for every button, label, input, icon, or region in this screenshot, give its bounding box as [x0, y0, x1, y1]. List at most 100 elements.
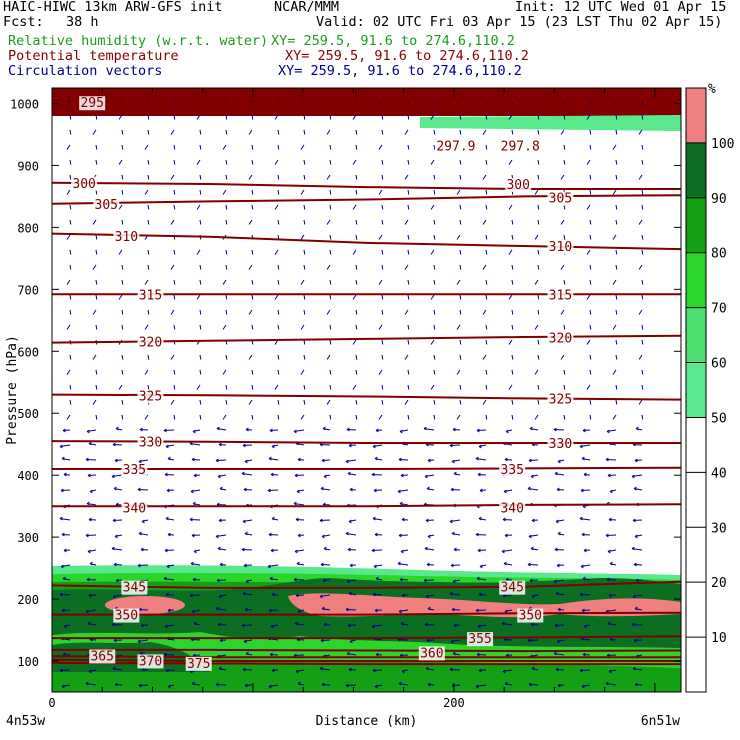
wind-vector	[589, 369, 592, 375]
wind-vector	[373, 488, 383, 493]
wind-vector	[277, 399, 280, 405]
wind-vector	[88, 593, 97, 598]
wind-vector	[173, 384, 176, 390]
wind-vector	[608, 517, 617, 522]
wind-vector	[424, 622, 435, 627]
wind-vector	[554, 471, 565, 476]
wind-vector	[477, 472, 487, 477]
wind-vector	[407, 159, 410, 165]
wind-vector	[459, 354, 462, 360]
colorbar-tick-label: 30	[711, 521, 727, 536]
wind-vector	[111, 622, 123, 627]
wind-vector	[147, 129, 150, 135]
wind-vector	[320, 638, 331, 643]
wind-vector	[144, 324, 149, 330]
wind-vector	[631, 474, 643, 479]
wind-vector	[248, 399, 253, 405]
contour-label: 300	[506, 178, 529, 193]
wind-vector	[267, 488, 279, 493]
wind-vector	[502, 517, 513, 522]
wind-vector	[173, 414, 176, 420]
contour-label: 315	[549, 288, 572, 303]
wind-vector	[560, 309, 565, 315]
theta-contour-335	[52, 466, 681, 470]
wind-vector	[173, 249, 176, 255]
colorbar-tick-label: 80	[711, 247, 727, 262]
wind-vector	[579, 444, 591, 449]
wind-vector	[477, 548, 487, 553]
wind-vector	[303, 294, 306, 300]
wind-vector	[407, 234, 410, 240]
contour-label-bg	[499, 462, 526, 477]
wind-vector	[433, 219, 436, 225]
wind-vector	[537, 249, 540, 255]
wind-vector	[430, 249, 435, 255]
wind-vector	[173, 144, 176, 150]
wind-vector	[144, 144, 149, 150]
contour-label: 370	[139, 654, 162, 669]
wind-vector	[452, 651, 461, 656]
wind-vector	[147, 204, 150, 210]
wind-vector	[277, 129, 280, 135]
wind-vector	[69, 159, 72, 165]
wind-vector	[241, 547, 253, 552]
wind-vector	[251, 324, 254, 330]
valid-time: Valid: 02 UTC Fri 03 Apr 15 (23 LST Thu …	[316, 14, 723, 30]
wind-vector	[589, 309, 592, 315]
wind-vector	[165, 444, 175, 449]
wind-vector	[303, 264, 306, 270]
wind-vector	[478, 592, 487, 597]
wind-vector	[191, 609, 201, 614]
wind-vector	[225, 129, 228, 135]
wind-vector	[215, 534, 227, 539]
wind-vector	[277, 309, 280, 315]
wind-vector	[449, 591, 461, 596]
wind-vector	[641, 339, 644, 345]
wind-vector	[475, 456, 487, 461]
wind-vector	[375, 652, 383, 657]
wind-vector	[563, 144, 566, 150]
wind-vector	[85, 533, 97, 538]
colorbar-band	[686, 307, 706, 363]
contour-label: 325	[549, 392, 572, 407]
wind-vector	[399, 577, 409, 582]
wind-vector	[638, 174, 643, 180]
wind-vector	[222, 414, 227, 420]
wind-vector	[355, 399, 358, 405]
wind-vector	[173, 204, 176, 210]
wind-vector	[121, 369, 124, 375]
contour-label-bg	[71, 176, 98, 191]
wind-vector	[615, 219, 618, 225]
wind-vector	[582, 428, 591, 433]
wind-vector	[456, 189, 461, 195]
wind-vector	[531, 594, 539, 599]
fcst-value: 38 h	[66, 14, 99, 30]
wind-vector	[118, 294, 123, 300]
wind-vector	[560, 174, 565, 180]
wind-vector	[121, 279, 124, 285]
wind-vector	[407, 279, 410, 285]
contour-label: 295	[80, 96, 103, 111]
wind-vector	[504, 533, 513, 538]
wind-vector	[355, 234, 358, 240]
wind-vector	[508, 384, 513, 390]
wind-vector	[407, 339, 410, 345]
wind-vector	[199, 189, 202, 195]
wind-vector	[345, 683, 357, 688]
wind-vector	[424, 546, 435, 551]
wind-vector	[196, 114, 201, 120]
wind-vector	[501, 621, 513, 626]
wind-vector	[430, 294, 435, 300]
contour-label-bg	[547, 331, 574, 346]
wind-vector	[433, 234, 436, 240]
wind-vector	[534, 324, 539, 330]
wind-vector	[345, 531, 357, 536]
wind-vector	[433, 309, 436, 315]
wind-vector	[199, 174, 202, 180]
wind-vector	[242, 667, 253, 672]
wind-vector	[66, 324, 71, 330]
wind-vector	[615, 309, 618, 315]
colorbar-frame	[685, 87, 707, 693]
wind-vector	[121, 354, 124, 360]
wind-vector	[375, 428, 383, 433]
